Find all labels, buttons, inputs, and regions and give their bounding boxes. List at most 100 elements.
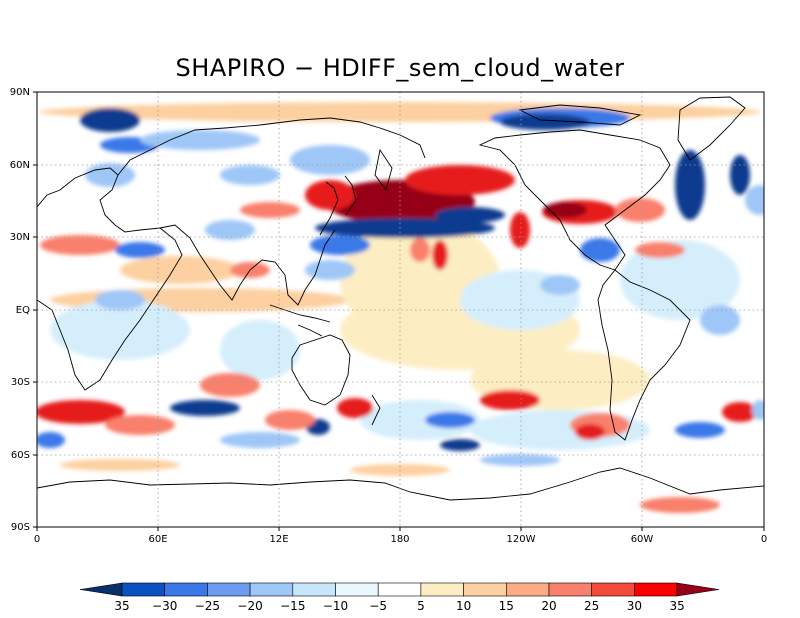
lat-label: 90S [11, 522, 30, 533]
colorbar-label: −5 [369, 599, 387, 613]
lon-label: 0 [761, 534, 767, 545]
colorbar-swatch [121, 582, 166, 597]
anomaly-patch [310, 235, 370, 255]
colorbar-min-arrow [79, 582, 123, 597]
lon-label: 60W [631, 534, 654, 545]
colorbar-label: 35 [114, 599, 129, 613]
axis-ticks [33, 91, 765, 531]
colorbar-swatch [292, 582, 336, 597]
anomaly-patch [220, 432, 300, 448]
lat-label: 30N [10, 232, 30, 243]
anomaly-patch [220, 320, 300, 380]
anomaly-patch [722, 402, 758, 422]
anomaly-patch [635, 242, 685, 258]
colorbar-label: −15 [280, 599, 305, 613]
colorbar-swatch [634, 582, 678, 597]
anomaly-patch [40, 235, 120, 255]
colorbar-label: 15 [499, 599, 514, 613]
anomaly-patch [50, 300, 190, 360]
anomaly-patch [95, 290, 145, 310]
anomaly-patch [315, 218, 495, 238]
colorbar-swatch [207, 582, 251, 597]
latitude-labels: 90N 60N 30N EQ 30S 60S 90S [10, 87, 30, 533]
colorbar-swatch [463, 582, 507, 597]
anomaly-patch [752, 400, 764, 420]
anomaly-patch [290, 145, 370, 175]
colorbar-swatch [377, 582, 422, 597]
longitude-labels: 0 60E 12E 180 120W 60W 0 [34, 534, 767, 545]
anomaly-patch [37, 400, 125, 424]
colorbar-max-arrow [676, 582, 720, 597]
colorbar-swatch [591, 582, 635, 597]
lon-label: 180 [390, 534, 409, 545]
lon-label: 120W [507, 534, 536, 545]
anomaly-patch [480, 390, 540, 410]
anomaly-patch [432, 240, 448, 270]
anomaly-patch [140, 130, 260, 150]
anomaly-patch [730, 155, 750, 195]
anomaly-patch [265, 410, 315, 430]
anomaly-patch [675, 422, 725, 438]
anomaly-patch [220, 165, 280, 185]
graticule [37, 92, 764, 527]
anomaly-patch [305, 180, 355, 210]
anomaly-patch [620, 240, 740, 320]
colorbar-label: 5 [417, 599, 425, 613]
plot-title: SHAPIRO − HDIFF_sem_cloud_water [175, 54, 625, 82]
anomaly-patch [410, 238, 430, 262]
anomaly-patch [120, 256, 240, 284]
lon-label: 12E [269, 534, 288, 545]
anomaly-patch [200, 373, 260, 397]
colorbar-label: 25 [584, 599, 599, 613]
anomaly-patch [240, 202, 300, 218]
anomaly-patch [700, 305, 740, 335]
lat-label: 60N [10, 160, 30, 171]
anomaly-patch [510, 212, 530, 248]
colorbar-label: −30 [152, 599, 177, 613]
lat-label: 90N [10, 87, 30, 98]
anomaly-patch [170, 400, 240, 416]
colorbar-swatch [335, 582, 379, 597]
anomaly-patch [540, 275, 580, 295]
colorbar-label: 30 [627, 599, 642, 613]
anomaly-patch [205, 220, 255, 240]
anomaly-patch [80, 108, 140, 132]
colorbar-label: 20 [541, 599, 556, 613]
anomaly-patch [85, 163, 135, 187]
anomaly-patch [337, 398, 373, 418]
colorbar-label: −20 [237, 599, 262, 613]
anomaly-patch [305, 260, 355, 280]
anomaly-patch [37, 432, 65, 448]
lat-label: 30S [11, 377, 30, 388]
colorbar-swatch [420, 582, 464, 597]
colorbar-swatch [548, 582, 593, 597]
anomaly-patch [500, 114, 590, 130]
lat-label: 60S [11, 450, 30, 461]
anomaly-patch [405, 165, 515, 195]
colorbar-label: −10 [323, 599, 348, 613]
colorbar-swatch [164, 582, 208, 597]
anomaly-patch [675, 150, 705, 220]
colorbar-swatch [505, 582, 550, 597]
map-field [37, 92, 764, 527]
anomaly-patch [615, 198, 665, 222]
colorbar-label: −25 [195, 599, 220, 613]
anomaly-patch [435, 207, 505, 223]
anomaly-patch [745, 185, 764, 215]
anomaly-patch [105, 415, 175, 435]
lon-label: 60E [148, 534, 167, 545]
lon-label: 0 [34, 534, 40, 545]
lat-label: EQ [16, 305, 30, 316]
anomaly-patch [640, 497, 720, 513]
anomaly-patch [115, 242, 165, 258]
anomaly-patch [360, 400, 480, 440]
colorbar-label: 35 [669, 599, 684, 613]
anomaly-patch [60, 459, 180, 471]
anomaly-patch [440, 439, 480, 451]
anomaly-patch [480, 454, 560, 466]
colorbar-swatch [249, 582, 294, 597]
anomaly-patch [425, 412, 475, 428]
anomaly-patch [580, 238, 620, 262]
colorbar: 35 −30 −25 −20 −15 −10 −5 5 10 15 20 25 30 35 [79, 582, 720, 613]
